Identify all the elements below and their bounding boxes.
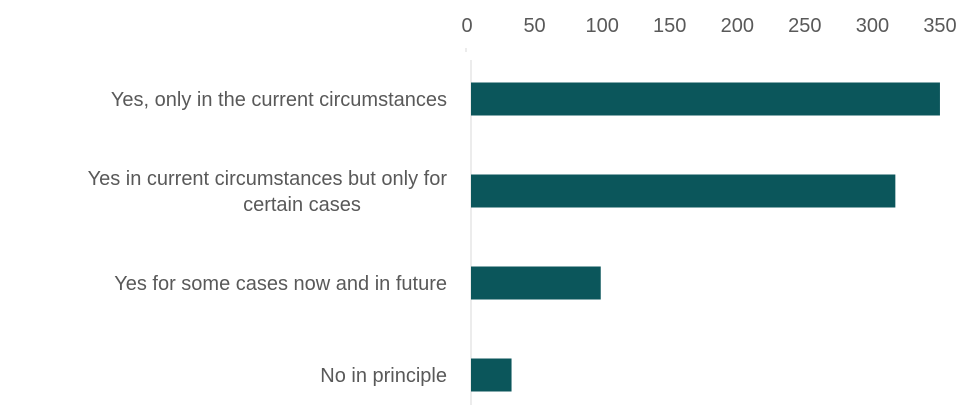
x-tick-label: 0 [461,15,472,37]
category-labels: Yes, only in the current circumstances Ye… [88,89,448,387]
bar [471,82,940,116]
category-label: Yes, only in the current circumstances [111,89,447,111]
category-label: Yes in current circumstances but only fo… [88,168,448,216]
category-label-line: Yes, only in the current circumstances [111,89,447,111]
bars-group [471,82,940,392]
bar [471,174,896,208]
category-label-line: certain cases [243,194,361,216]
x-tick-label: 250 [788,15,821,37]
category-label-line: Yes in current circumstances but only fo… [88,168,448,190]
x-tick-label: 300 [856,15,889,37]
category-label: Yes for some cases now and in future [114,273,447,295]
x-tick-label: 350 [923,15,956,37]
category-label: No in principle [320,365,447,387]
x-tick-label: 50 [523,15,545,37]
bar [471,358,512,392]
x-tick-label: 200 [721,15,754,37]
category-label-line: No in principle [320,365,447,387]
x-tick-label: 150 [653,15,686,37]
category-label-line: Yes for some cases now and in future [114,273,447,295]
x-tick-label: 100 [585,15,618,37]
x-axis-ticks: 0 50 100 150 200 250 300 350 [461,15,956,37]
bar [471,266,601,300]
